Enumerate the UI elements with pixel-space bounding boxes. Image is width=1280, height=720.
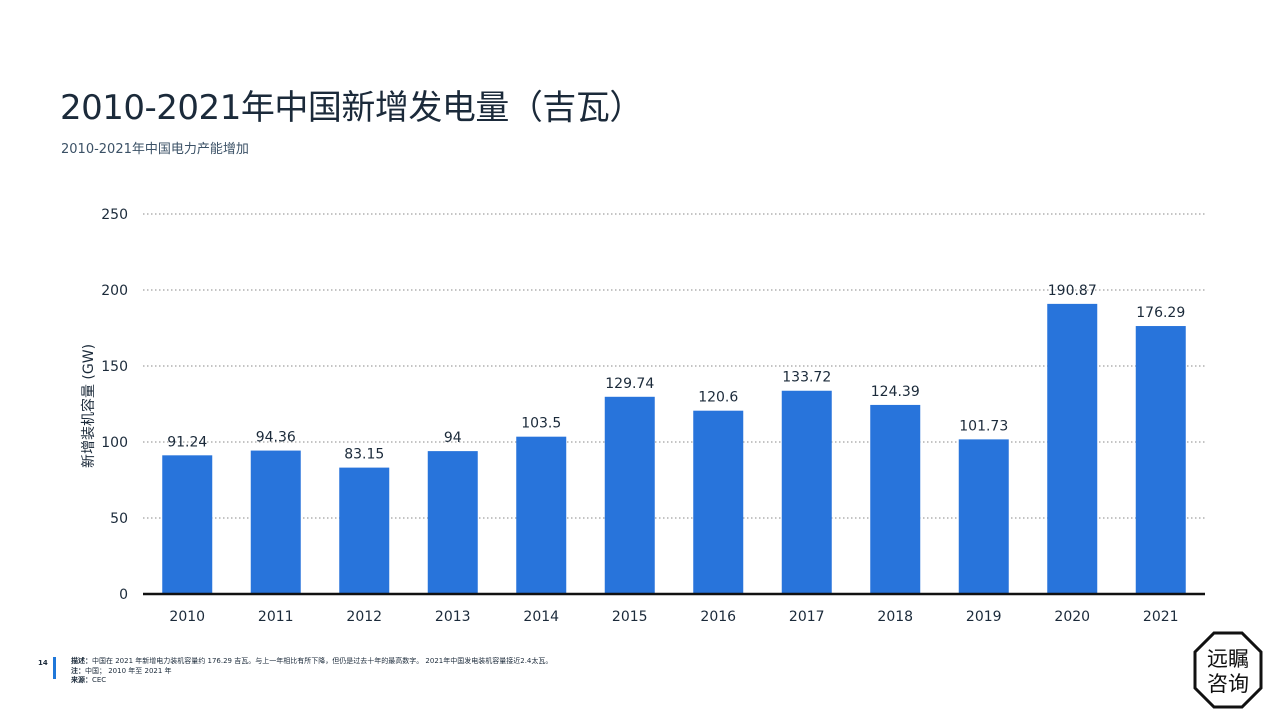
bar — [250, 450, 301, 594]
x-tick-label: 2016 — [700, 609, 736, 625]
x-tick-label: 2017 — [789, 609, 825, 625]
bar — [162, 455, 213, 594]
source-label: 来源： — [71, 676, 92, 684]
page-title: 2010-2021年中国新增发电量（吉瓦） — [60, 88, 643, 128]
x-tick-label: 2014 — [523, 609, 559, 625]
page-subtitle: 2010-2021年中国电力产能增加 — [61, 142, 249, 157]
bar — [693, 410, 744, 594]
footer-notes: 14 描述：中国在 2021 年新增电力装机容量约 176.29 吉瓦。与上一年… — [38, 657, 1138, 697]
bar-value-label: 176.29 — [1136, 305, 1185, 321]
logo-line-2: 咨询 — [1207, 672, 1249, 696]
bar-value-label: 190.87 — [1048, 283, 1097, 299]
bar — [427, 451, 478, 594]
grid-lines — [143, 213, 1205, 519]
page-number: 14 — [38, 659, 48, 667]
x-tick-label: 2020 — [1054, 609, 1090, 625]
footer-note: 注：中国； 2010 年至 2021 年 — [71, 667, 552, 677]
x-axis-ticks: 2010 2011 2012 2013 2014 2015 2016 2017 2018 2019… — [169, 609, 1178, 625]
footer-text: 描述：中国在 2021 年新增电力装机容量约 176.29 吉瓦。与上一年相比有… — [71, 657, 552, 686]
footer-source: 来源：CEC — [71, 676, 552, 686]
y-axis-ticks: 0 50 100 150 200 250 — [101, 207, 128, 603]
x-tick-label: 2013 — [435, 609, 471, 625]
logo-line-1: 远瞩 — [1207, 647, 1249, 671]
bar-value-label: 94 — [444, 430, 462, 446]
y-axis-title: 新增装机容量 (GW) — [80, 344, 97, 468]
x-tick-label: 2011 — [258, 609, 294, 625]
note-text: 中国； 2010 年至 2021 年 — [85, 666, 172, 675]
bar — [870, 404, 921, 594]
y-tick-label: 50 — [110, 511, 128, 527]
bar-value-label: 94.36 — [256, 430, 296, 446]
bar — [339, 467, 390, 594]
value-labels: 91.24 94.36 83.15 94 103.5 129.74 120.6 133.72 1… — [167, 283, 1185, 463]
bar-value-label: 124.39 — [871, 384, 920, 400]
y-tick-label: 0 — [119, 587, 128, 603]
x-tick-label: 2021 — [1143, 609, 1179, 625]
bar-value-label: 91.24 — [167, 434, 207, 450]
bar — [604, 396, 655, 594]
y-tick-label: 100 — [101, 435, 128, 451]
bar-chart: 91.24 94.36 83.15 94 103.5 129.74 120.6 133.72 1… — [80, 207, 1205, 625]
bar-value-label: 83.15 — [344, 447, 384, 463]
x-tick-label: 2015 — [612, 609, 648, 625]
bar — [1047, 303, 1098, 594]
footer-description: 描述：中国在 2021 年新增电力装机容量约 176.29 吉瓦。与上一年相比有… — [71, 657, 552, 667]
bar — [1135, 326, 1186, 594]
company-logo: 远瞩 咨询 — [1193, 631, 1263, 709]
x-tick-label: 2010 — [169, 609, 205, 625]
note-label: 注： — [71, 666, 85, 675]
bar — [781, 390, 832, 594]
y-tick-label: 250 — [101, 207, 128, 223]
bar-value-label: 120.6 — [698, 390, 738, 406]
y-tick-label: 150 — [101, 359, 128, 375]
description-text: 中国在 2021 年新增电力装机容量约 176.29 吉瓦。与上一年相比有所下降… — [92, 657, 553, 665]
source-text: CEC — [92, 676, 107, 684]
bar — [958, 439, 1009, 594]
x-tick-label: 2018 — [877, 609, 913, 625]
x-tick-label: 2012 — [346, 609, 382, 625]
description-label: 描述： — [71, 657, 92, 665]
bar-value-label: 129.74 — [605, 376, 654, 392]
bars — [162, 303, 1186, 594]
bar-value-label: 103.5 — [521, 416, 561, 432]
x-tick-label: 2019 — [966, 609, 1002, 625]
footer-accent-bar — [53, 657, 56, 679]
bar — [516, 436, 567, 594]
bar-value-label: 101.73 — [959, 418, 1008, 434]
y-tick-label: 200 — [101, 283, 128, 299]
bar-value-label: 133.72 — [782, 370, 831, 386]
